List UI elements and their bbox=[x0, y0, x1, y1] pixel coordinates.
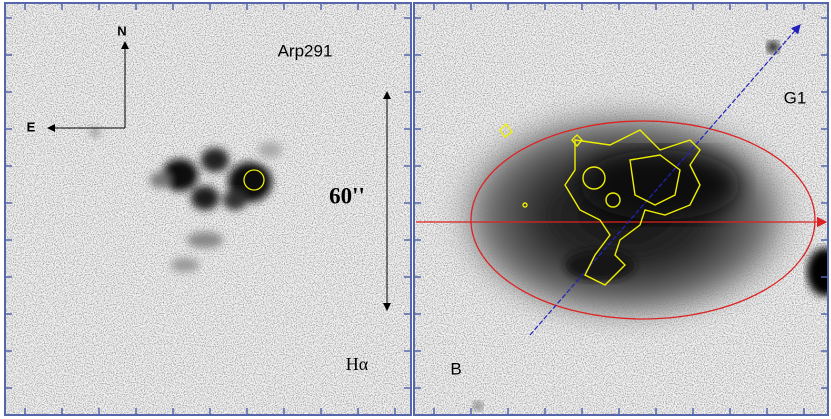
faint-source bbox=[473, 401, 483, 411]
panel-frame bbox=[413, 2, 829, 416]
companion-label: G1 bbox=[784, 88, 807, 107]
filter-label: Hα bbox=[346, 354, 369, 374]
panel-frame bbox=[4, 2, 412, 416]
position-axis bbox=[529, 24, 801, 336]
object-label: Arp291 bbox=[278, 41, 333, 60]
companion-source bbox=[767, 41, 779, 53]
scale-label: 60'' bbox=[329, 183, 365, 208]
edge-star bbox=[807, 248, 828, 296]
right-panel: G1 B bbox=[413, 2, 829, 416]
filter-label: B bbox=[450, 359, 461, 378]
halpha-contours bbox=[499, 122, 701, 286]
east-label: E bbox=[27, 119, 36, 134]
north-label: N bbox=[117, 23, 126, 38]
marker-circle bbox=[243, 169, 265, 191]
isophote-ellipse bbox=[470, 120, 816, 320]
left-panel: N E Arp291 60'' Hα bbox=[4, 2, 412, 416]
frame-ticks bbox=[5, 3, 828, 415]
